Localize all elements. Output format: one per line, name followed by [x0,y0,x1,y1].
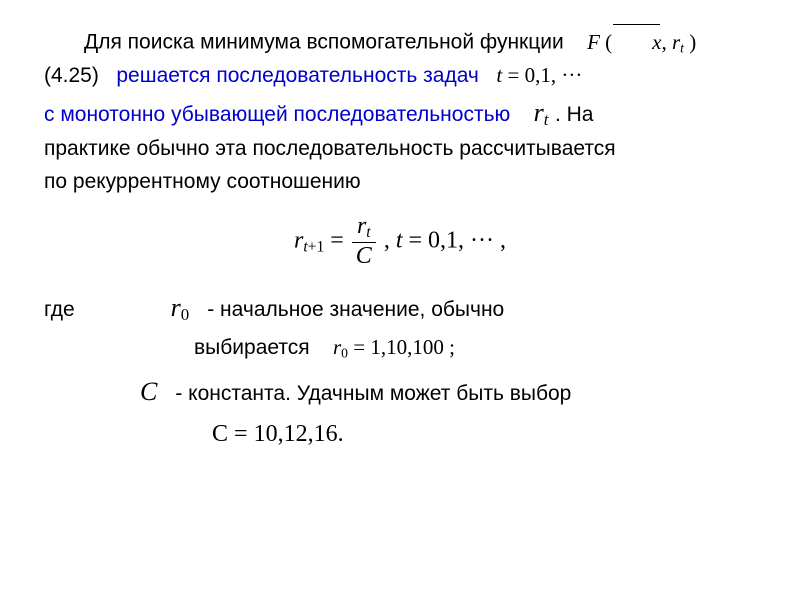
sym-r4: r [171,293,181,322]
sym-eq4: = [353,335,365,359]
text-r0sel: выбирается [194,336,310,359]
sym-commatail: , [500,228,506,254]
num-sub-t: t [366,224,370,241]
sym-dots1: ··· [561,63,582,87]
sym-lpar: ( [605,30,612,54]
sub-0a: 0 [181,305,189,324]
sym-xbar: x [612,24,661,58]
den-C: C [352,243,376,271]
text-r0desc: - начальное значение, обычно [207,294,504,327]
sym-eq2: = [330,228,344,254]
sym-Crom: C [212,421,228,447]
sym-F: F [587,30,600,54]
math-r0: r0 [171,288,190,328]
sym-r2: r [534,98,544,127]
sym-dots2: ··· [470,228,494,254]
sym-t2b: t [396,228,403,254]
sym-r3: r [294,228,303,254]
sub-tplus1: t+1 [303,239,324,256]
line-5: по рекуррентному соотношению [44,166,756,199]
line-2: (4.25) решается последовательность задач… [44,59,756,93]
line-4: практике обычно эта последовательность р… [44,133,756,166]
sub-t1: t [680,40,684,55]
sym-comma1: , [661,30,666,54]
math-F-xr: F (x, rt ) [587,30,696,54]
where-r0-row: где r0 - начальное значение, обычно [44,288,756,328]
sym-semi: ; [449,335,455,359]
math-rt: rt [534,98,555,127]
sym-r5: r [333,335,341,359]
line-1: Для поиска минимума вспомогательной функ… [44,24,756,59]
sub-t2: t [544,110,549,129]
num-r: r [357,213,366,239]
sym-eq1: = [507,63,519,87]
line-3: с монотонно убывающей последовательность… [44,93,756,133]
math-r0-vals: r0 = 1,10,100 ; [333,335,455,359]
recurrence-formula: rt+1 = rt C , t = 0,1, ··· , [44,214,756,270]
sym-r0vals: 1,10,100 [370,335,444,359]
math-C-vals: C = 10,12,16. [212,416,756,453]
sym-comma2: , [384,228,396,254]
text-where: где [44,294,75,327]
sym-r1: r [672,30,680,54]
sym-rpar: ) [689,30,696,54]
sym-eq3: = [408,228,422,254]
fraction-rt-C: rt C [352,214,376,270]
math-C: C [140,372,157,412]
where-C-row: C - константа. Удачным может быть выбор [140,372,756,412]
text-p1a: Для поиска минимума вспомогательной функ… [84,31,564,54]
sym-t: t [496,63,502,87]
sub-0b: 0 [341,345,348,360]
text-Cdesc: - константа. Удачным может быть выбор [175,378,571,411]
math-t-seq: t = 0,1, ··· [496,63,582,87]
text-p3b: . На [555,103,594,126]
text-p3a: с монотонно убывающей последовательность… [44,103,510,126]
sym-01b: 0,1, [428,228,464,254]
sym-01a: 0,1, [525,63,557,87]
sym-eq5: = [234,421,248,447]
text-p2b: решается последовательность задач [116,64,479,87]
sym-Cvals: 10,12,16. [254,421,344,447]
text-eqref: (4.25) [44,64,99,87]
where-r0-values-row: выбирается r0 = 1,10,100 ; [194,331,756,365]
slide-body: Для поиска минимума вспомогательной функ… [0,0,800,454]
